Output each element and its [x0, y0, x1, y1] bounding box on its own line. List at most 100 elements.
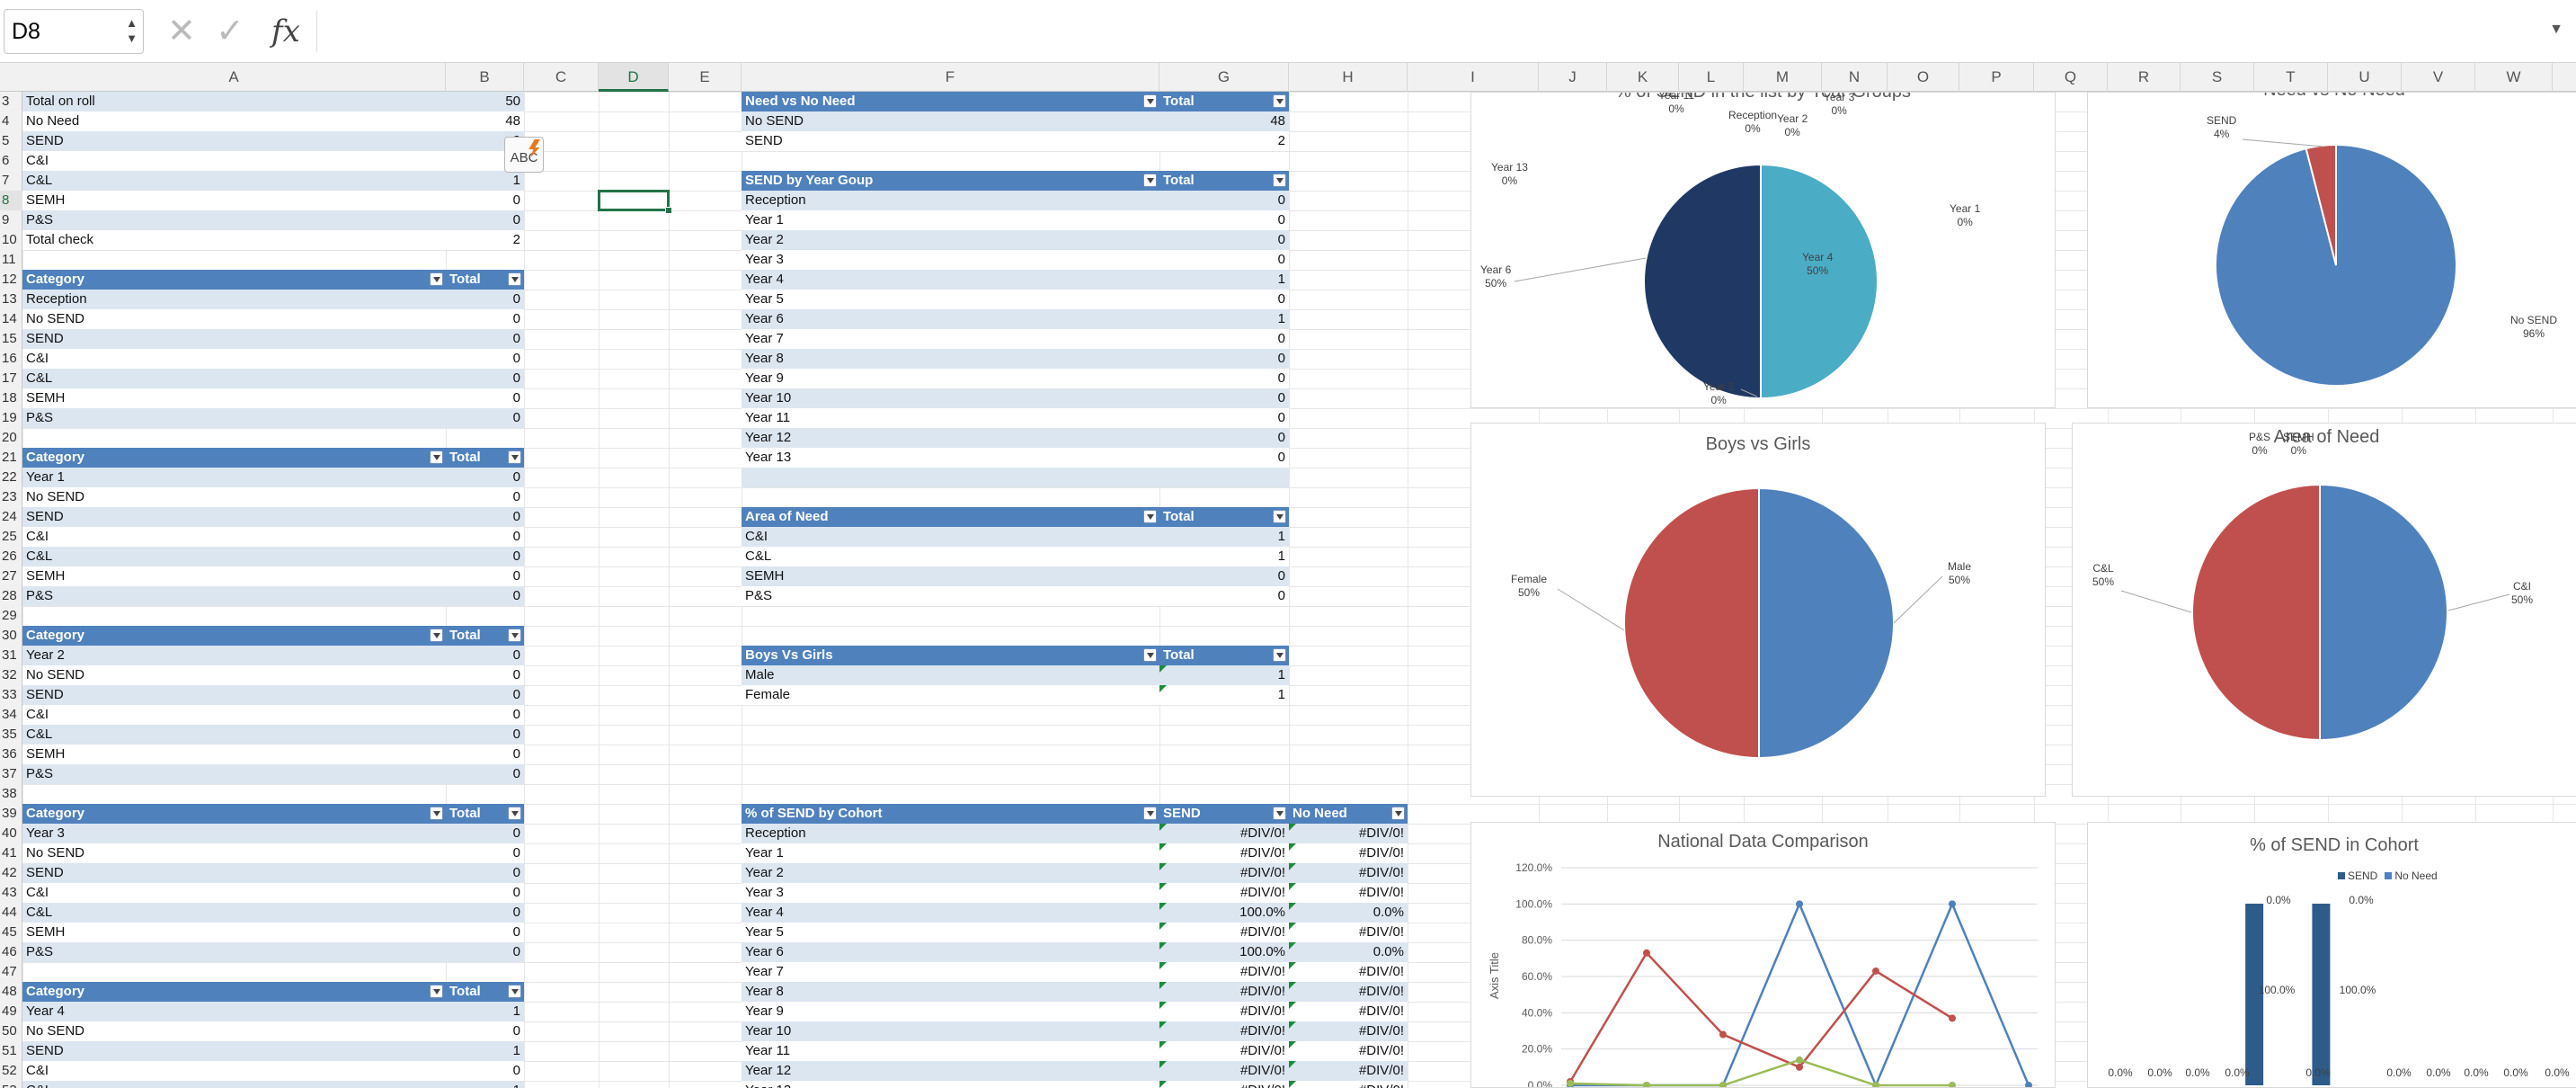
- filter-dropdown-icon[interactable]: [1143, 807, 1157, 820]
- column-header-p[interactable]: P: [1959, 63, 2034, 92]
- filter-dropdown-icon[interactable]: [430, 985, 443, 998]
- column-header-u[interactable]: U: [2328, 63, 2402, 92]
- row-header-26[interactable]: 26: [2, 548, 17, 564]
- series-point[interactable]: [1796, 1063, 1803, 1071]
- column-header-n[interactable]: N: [1822, 63, 1888, 92]
- formula-input[interactable]: [316, 11, 2569, 52]
- filter-dropdown-icon[interactable]: [430, 450, 443, 464]
- chart-national-data-comparison[interactable]: National Data Comparison 0.0% 20.0% 40.0% 60…: [1470, 822, 2056, 1088]
- pie-slice[interactable]: [1643, 163, 1762, 400]
- row-header-7[interactable]: 7: [2, 173, 10, 188]
- pie-slice[interactable]: [1758, 486, 1895, 760]
- row-header-52[interactable]: 52: [2, 1063, 17, 1078]
- row-header-24[interactable]: 24: [2, 509, 17, 524]
- row-header-51[interactable]: 51: [2, 1043, 17, 1058]
- series-point[interactable]: [1872, 1082, 1879, 1088]
- filter-dropdown-icon[interactable]: [1143, 648, 1157, 662]
- chevron-down-icon[interactable]: ▼: [2549, 22, 2563, 37]
- name-box[interactable]: D8 ▲ ▼: [4, 9, 144, 54]
- series-point[interactable]: [1643, 949, 1650, 957]
- column-header-e[interactable]: E: [669, 63, 742, 92]
- row-header-48[interactable]: 48: [2, 984, 17, 999]
- filter-dropdown-icon[interactable]: [1273, 94, 1286, 108]
- row-header-31[interactable]: 31: [2, 647, 17, 663]
- row-header-18[interactable]: 18: [2, 390, 17, 406]
- name-box-stepper-icon[interactable]: ▲ ▼: [126, 16, 138, 45]
- filter-dropdown-icon[interactable]: [508, 272, 521, 286]
- filter-dropdown-icon[interactable]: [1273, 174, 1286, 187]
- filter-dropdown-icon[interactable]: [508, 450, 521, 464]
- row-header-21[interactable]: 21: [2, 450, 17, 465]
- row-header-28[interactable]: 28: [2, 588, 17, 603]
- row-header-22[interactable]: 22: [2, 469, 17, 485]
- column-header-m[interactable]: M: [1744, 63, 1822, 92]
- row-header-29[interactable]: 29: [2, 608, 17, 623]
- row-header-32[interactable]: 32: [2, 667, 17, 682]
- chart-area-of-need[interactable]: Area of Need C&I 50% C&L 50% P&S 0% SEMH 0%: [2072, 423, 2576, 797]
- filter-dropdown-icon[interactable]: [1391, 807, 1405, 820]
- row-header-42[interactable]: 42: [2, 865, 17, 880]
- series-point[interactable]: [1796, 900, 1803, 908]
- row-header-11[interactable]: 11: [2, 252, 16, 267]
- column-header-r[interactable]: R: [2108, 63, 2181, 92]
- series-point[interactable]: [1872, 967, 1879, 975]
- row-header-6[interactable]: 6: [2, 153, 10, 168]
- row-header-5[interactable]: 5: [2, 133, 10, 148]
- selected-cell[interactable]: [598, 190, 670, 211]
- bar[interactable]: [2312, 904, 2331, 1085]
- series-point[interactable]: [1643, 1082, 1650, 1088]
- series-point[interactable]: [1719, 1030, 1727, 1039]
- cross-icon[interactable]: ✕: [167, 13, 196, 50]
- filter-dropdown-icon[interactable]: [1143, 94, 1157, 108]
- series-point[interactable]: [1567, 1079, 1574, 1087]
- fill-handle[interactable]: [665, 207, 672, 214]
- filter-dropdown-icon[interactable]: [1143, 174, 1157, 187]
- filter-dropdown-icon[interactable]: [1273, 807, 1286, 820]
- filter-dropdown-icon[interactable]: [1143, 510, 1157, 523]
- series-point[interactable]: [1949, 1082, 1956, 1088]
- column-header-f[interactable]: F: [742, 63, 1159, 92]
- row-header-25[interactable]: 25: [2, 529, 17, 544]
- column-header-a[interactable]: A: [22, 63, 446, 92]
- series-point[interactable]: [2025, 1082, 2032, 1088]
- column-header-b[interactable]: B: [446, 63, 524, 92]
- row-header-19[interactable]: 19: [2, 410, 17, 425]
- row-header-44[interactable]: 44: [2, 905, 17, 920]
- row-header-30[interactable]: 30: [2, 628, 17, 643]
- filter-dropdown-icon[interactable]: [430, 807, 443, 820]
- row-header-20[interactable]: 20: [2, 430, 17, 445]
- row-header-14[interactable]: 14: [2, 311, 17, 326]
- row-header-37[interactable]: 37: [2, 766, 17, 781]
- row-header-35[interactable]: 35: [2, 727, 17, 742]
- row-header-9[interactable]: 9: [2, 212, 10, 227]
- column-header-o[interactable]: O: [1888, 63, 1959, 92]
- column-header-h[interactable]: H: [1289, 63, 1408, 92]
- row-header-38[interactable]: 38: [2, 786, 17, 801]
- series-point[interactable]: [1719, 1082, 1727, 1088]
- row-header-15[interactable]: 15: [2, 331, 17, 346]
- row-header-46[interactable]: 46: [2, 944, 17, 959]
- column-header-c[interactable]: C: [524, 63, 599, 92]
- column-header-j[interactable]: J: [1539, 63, 1607, 92]
- row-header-50[interactable]: 50: [2, 1023, 17, 1039]
- row-header-36[interactable]: 36: [2, 746, 17, 762]
- pie-slice[interactable]: [2319, 483, 2448, 742]
- row-header-45[interactable]: 45: [2, 924, 17, 940]
- row-header-41[interactable]: 41: [2, 845, 17, 861]
- column-header-v[interactable]: V: [2402, 63, 2475, 92]
- row-header-39[interactable]: 39: [2, 806, 17, 821]
- column-header-q[interactable]: Q: [2034, 63, 2108, 92]
- row-header-13[interactable]: 13: [2, 291, 17, 307]
- column-header-k[interactable]: K: [1607, 63, 1679, 92]
- series-point[interactable]: [1949, 1014, 1956, 1022]
- column-header-s[interactable]: S: [2181, 63, 2254, 92]
- bar[interactable]: [2245, 904, 2264, 1085]
- quick-analysis-icon[interactable]: ABC: [504, 137, 544, 173]
- column-header-t[interactable]: T: [2254, 63, 2328, 92]
- fx-icon[interactable]: fx: [271, 13, 300, 49]
- pie-slice[interactable]: [2305, 143, 2337, 266]
- row-header-53[interactable]: 53: [0, 1081, 22, 1088]
- row-header-47[interactable]: 47: [2, 964, 17, 979]
